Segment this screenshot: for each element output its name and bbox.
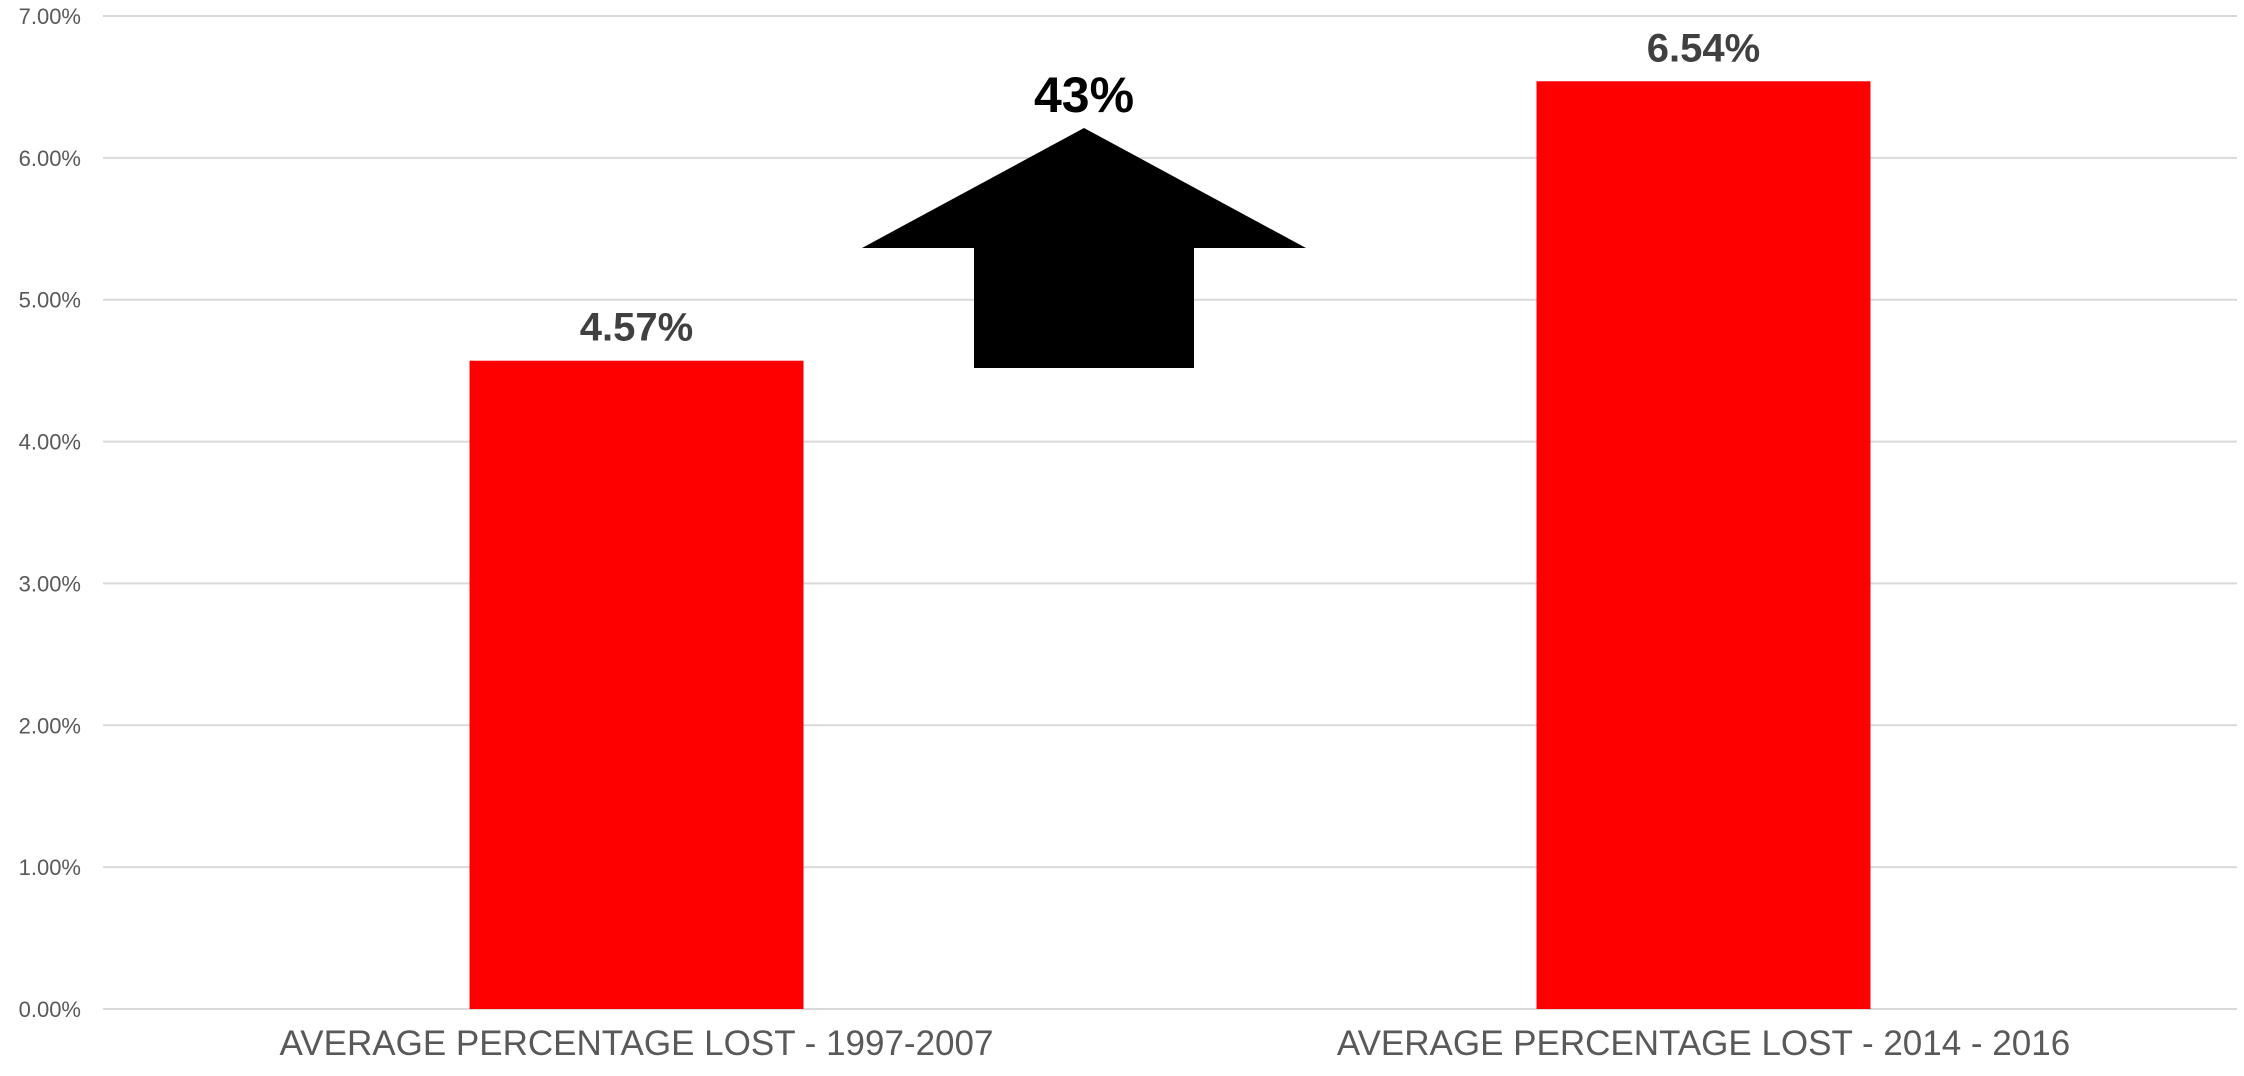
y-tick-label: 3.00% xyxy=(19,571,81,596)
bars xyxy=(469,81,1871,1010)
y-tick-label: 1.00% xyxy=(19,855,81,880)
change-percent-label: 43% xyxy=(1034,67,1134,123)
y-tick-label: 4.00% xyxy=(19,430,81,455)
data-labels: 4.57% 6.54% xyxy=(580,26,1760,349)
change-annotation: 43% xyxy=(862,67,1306,368)
bar xyxy=(469,360,804,1009)
x-axis-ticks: AVERAGE PERCENTAGE LOST - 1997-2007 AVERA… xyxy=(280,1024,2071,1063)
x-tick-label: AVERAGE PERCENTAGE LOST - 2014 - 2016 xyxy=(1337,1024,2070,1063)
y-tick-label: 7.00% xyxy=(19,4,81,29)
data-label: 6.54% xyxy=(1647,26,1760,70)
y-tick-label: 2.00% xyxy=(19,713,81,738)
bar xyxy=(1536,81,1871,1010)
y-tick-label: 6.00% xyxy=(19,146,81,171)
y-tick-label: 5.00% xyxy=(19,288,81,313)
y-axis-ticks: 0.00% 1.00% 2.00% 3.00% 4.00% 5.00% 6.00% 7.00% xyxy=(19,4,81,1022)
x-tick-label: AVERAGE PERCENTAGE LOST - 1997-2007 xyxy=(280,1024,994,1063)
data-label: 4.57% xyxy=(580,306,693,350)
up-arrow-icon xyxy=(862,128,1306,368)
gridlines xyxy=(103,15,2237,1010)
y-tick-label: 0.00% xyxy=(19,997,81,1022)
